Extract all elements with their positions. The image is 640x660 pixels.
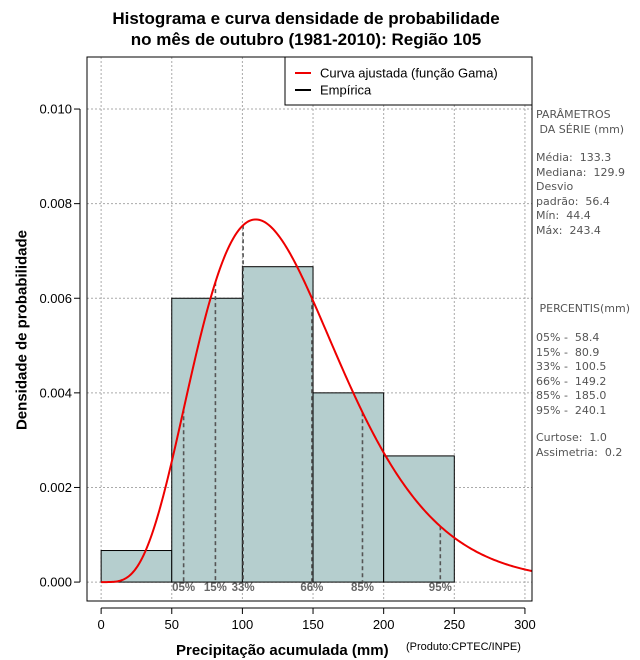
gamma-curve-line bbox=[101, 218, 533, 584]
chart-title-line1: Histograma e curva densidade de probabil… bbox=[112, 9, 500, 28]
x-tick-label: 100 bbox=[232, 617, 254, 632]
y-tick-label: 0.006 bbox=[39, 291, 72, 306]
legend-frame bbox=[284, 56, 533, 106]
histogram-bar-4 bbox=[312, 392, 385, 583]
y-tick-label: 0.002 bbox=[39, 480, 72, 495]
percentile-label-15%: 15% bbox=[204, 582, 227, 594]
y-tick-label: 0.004 bbox=[39, 385, 72, 400]
x-tick-label: 200 bbox=[373, 617, 395, 632]
axes: 0 50 100 150 200 250 300 0.000 0.002 0.004 0.006 0.… bbox=[39, 102, 535, 632]
y-tick-label: 0.008 bbox=[39, 196, 72, 211]
x-tick-label: 150 bbox=[302, 617, 324, 632]
percentiles-values: 05% - 58.4 15% - 80.9 33% - 100.5 66% - … bbox=[536, 331, 607, 417]
percentile-lines bbox=[182, 225, 442, 583]
chart-title-line2: no mês de outubro (1981-2010): Região 10… bbox=[130, 30, 482, 49]
histogram-bar-3 bbox=[241, 266, 314, 583]
y-tick-label: 0.010 bbox=[39, 102, 72, 117]
percentile-label-33%: 33% bbox=[232, 582, 255, 594]
histogram-bar-2 bbox=[171, 297, 243, 583]
stats-heading: PARÂMETROS DA SÉRIE (mm) bbox=[536, 108, 625, 136]
percentile-labels: 05% 15% 33% 66% 85% 95% bbox=[172, 582, 452, 594]
percentile-label-95%: 95% bbox=[429, 582, 452, 594]
legend-label-1: Curva ajustada (função Gama) bbox=[320, 66, 498, 81]
x-tick-label: 50 bbox=[165, 617, 179, 632]
stats-values: Média: 133.3 Mediana: 129.9 Desvio padrã… bbox=[536, 151, 625, 237]
x-tick-label: 0 bbox=[98, 617, 105, 632]
legend-label-2: Empírica bbox=[320, 83, 372, 98]
percentile-label-85%: 85% bbox=[351, 582, 374, 594]
y-tick-label: 0.000 bbox=[39, 575, 72, 590]
x-axis-label: Precipitação acumulada (mm) bbox=[176, 642, 389, 659]
y-axis-label: Densidade de probabilidade bbox=[13, 229, 31, 431]
histogram-bars bbox=[100, 266, 455, 583]
x-tick-label: 250 bbox=[443, 617, 465, 632]
histogram-bar-5 bbox=[383, 455, 455, 583]
percentile-label-66%: 66% bbox=[300, 582, 323, 594]
product-credit: (Produto:CPTEC/INPE) bbox=[406, 641, 521, 653]
legend-box: Curva ajustada (função Gama) Empírica bbox=[284, 56, 533, 106]
x-tick-label: 300 bbox=[514, 617, 536, 632]
percentiles-heading: PERCENTIS(mm) bbox=[536, 302, 630, 315]
percentile-label-05%: 05% bbox=[172, 582, 195, 594]
shape-stats: Curtose: 1.0 Assimetria: 0.2 bbox=[536, 431, 623, 459]
